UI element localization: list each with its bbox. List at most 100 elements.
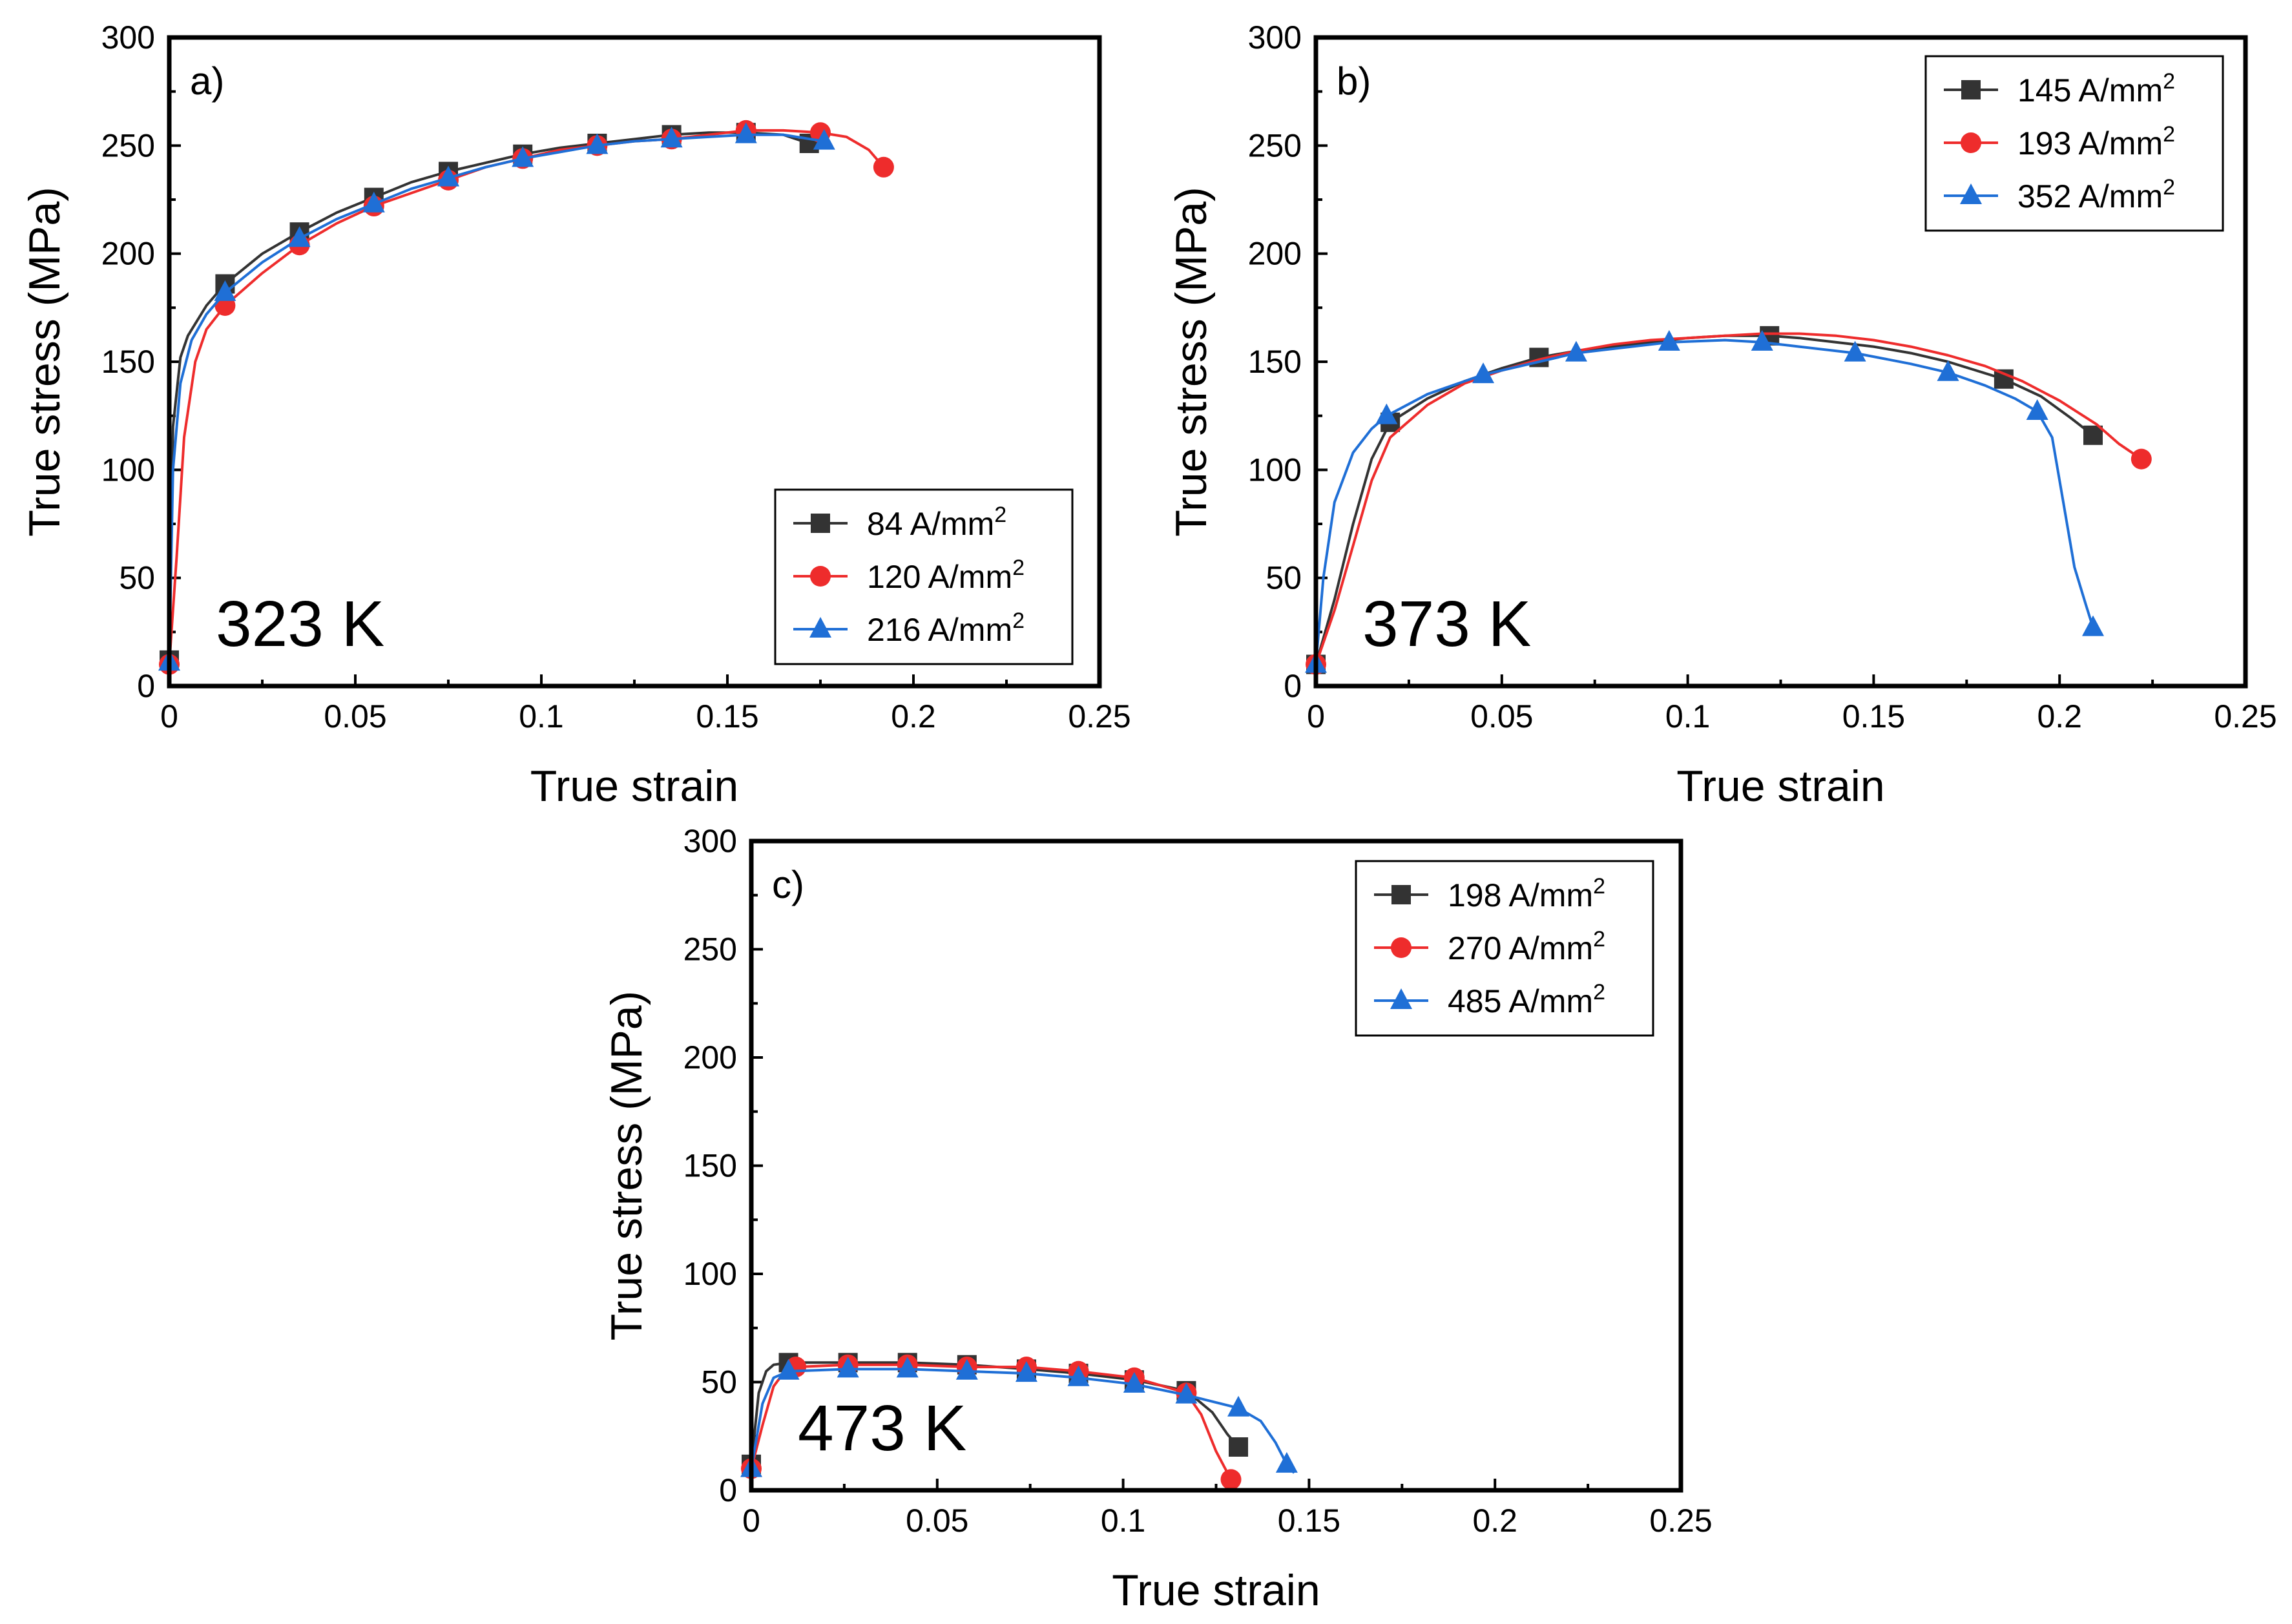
data-point <box>896 1357 919 1378</box>
data-point <box>1937 360 1959 381</box>
y-tick-label: 250 <box>1248 127 1302 163</box>
x-tick-label: 0.2 <box>891 698 936 734</box>
data-point <box>1658 329 1680 351</box>
data-point <box>873 156 894 178</box>
data-point <box>1220 1469 1242 1490</box>
legend-label: 352 A/mm2 <box>2017 175 2175 214</box>
x-tick-label: 0.15 <box>696 698 758 734</box>
y-tick-label: 200 <box>101 236 155 272</box>
legend-label: 84 A/mm2 <box>867 503 1006 542</box>
x-tick-label: 0.1 <box>1101 1503 1146 1539</box>
data-point <box>1175 1382 1198 1404</box>
x-axis-label: True strain <box>1676 762 1884 811</box>
temperature-label: 473 K <box>798 1392 966 1464</box>
data-point <box>2131 448 2152 470</box>
x-tick-label: 0.05 <box>906 1503 968 1539</box>
legend-marker <box>811 514 830 533</box>
data-point <box>586 133 609 154</box>
legend-marker <box>1391 937 1412 958</box>
series-2 <box>740 1357 1298 1477</box>
y-axis-label: True stress (MPa) <box>602 991 651 1341</box>
y-tick-label: 50 <box>1266 560 1302 596</box>
legend-label-text: 352 A/mm <box>2017 178 2163 214</box>
x-tick-label: 0.2 <box>2037 698 2082 734</box>
x-tick-label: 0.25 <box>2214 698 2276 734</box>
data-point <box>437 165 459 187</box>
x-tick-label: 0.25 <box>1649 1503 1712 1539</box>
legend-marker <box>810 566 831 587</box>
legend-label-text: 270 A/mm <box>1448 930 1593 966</box>
legend-label-superscript: 2 <box>1012 556 1025 580</box>
legend-label: 198 A/mm2 <box>1448 874 1605 913</box>
plot-frame <box>1313 35 2248 689</box>
data-point <box>1123 1371 1145 1393</box>
data-point <box>1227 1395 1250 1417</box>
plot-frame <box>167 35 1102 689</box>
panel-label: b) <box>1337 59 1371 103</box>
legend-label-superscript: 2 <box>994 503 1006 527</box>
panel-label: a) <box>190 59 224 103</box>
x-tick-label: 0 <box>742 1503 760 1539</box>
legend-label: 145 A/mm2 <box>2017 69 2175 109</box>
data-point <box>2026 399 2048 420</box>
y-tick-label: 100 <box>101 452 155 488</box>
data-point <box>1565 340 1587 362</box>
data-point <box>955 1359 978 1380</box>
data-point <box>1275 1452 1298 1473</box>
temperature-label: 323 K <box>216 588 384 660</box>
legend-label-superscript: 2 <box>1593 927 1605 952</box>
legend-label-superscript: 2 <box>2163 175 2175 200</box>
legend-label-superscript: 2 <box>2163 122 2175 147</box>
series-line <box>168 133 825 663</box>
temperature-label: 373 K <box>1362 588 1531 660</box>
series-line <box>1315 332 2142 665</box>
panel-c-473k: 0 0.05 0.1 0.15 0.2 0.25 0 50 100 150 200 250 300 Tru… <box>602 823 1713 1615</box>
legend-label-superscript: 2 <box>2163 69 2175 94</box>
data-point <box>1015 1361 1037 1382</box>
y-tick-label: 0 <box>719 1472 737 1508</box>
y-tick-label: 50 <box>701 1364 737 1400</box>
series-2 <box>158 122 835 671</box>
y-tick-label: 150 <box>1248 344 1302 380</box>
data-point <box>512 146 534 167</box>
x-tick-label: 0.05 <box>1470 698 1533 734</box>
panel-a-323k: 0 0.05 0.1 0.15 0.2 0.25 0 50 100 150 200 250 300 Tru… <box>20 19 1131 811</box>
legend-label-text: 120 A/mm <box>867 559 1012 595</box>
legend-label-text: 193 A/mm <box>2017 125 2163 161</box>
y-tick-label: 200 <box>1248 236 1302 272</box>
legend-label: 193 A/mm2 <box>2017 122 2175 161</box>
legend-label-superscript: 2 <box>1593 980 1605 1005</box>
legend-label-text: 84 A/mm <box>867 506 994 542</box>
panel-label: c) <box>772 863 804 906</box>
data-point <box>1229 1437 1249 1457</box>
series-line <box>1315 338 2094 665</box>
data-point <box>362 191 385 213</box>
y-tick-label: 100 <box>1248 452 1302 488</box>
data-point <box>1375 403 1398 424</box>
legend-label: 270 A/mm2 <box>1448 927 1605 966</box>
legend-marker <box>809 617 831 638</box>
y-tick-label: 50 <box>119 560 155 596</box>
plot-frame <box>749 838 1683 1493</box>
legend-label-text: 485 A/mm <box>1448 983 1593 1019</box>
legend-label-text: 145 A/mm <box>2017 72 2163 109</box>
y-tick-label: 300 <box>1248 19 1302 56</box>
y-tick-label: 250 <box>101 127 155 163</box>
series-2 <box>1305 329 2105 673</box>
y-tick-label: 300 <box>683 823 737 859</box>
data-point <box>660 127 683 148</box>
x-tick-label: 0.05 <box>324 698 386 734</box>
y-tick-label: 250 <box>683 932 737 968</box>
x-tick-label: 0.25 <box>1068 698 1130 734</box>
data-point <box>777 1359 800 1380</box>
x-tick-label: 0.15 <box>1278 1503 1340 1539</box>
y-tick-label: 150 <box>101 344 155 380</box>
data-point <box>1067 1365 1090 1386</box>
y-axis-label: True stress (MPa) <box>20 187 69 537</box>
y-tick-label: 0 <box>1284 668 1302 704</box>
x-tick-label: 0.15 <box>1842 698 1905 734</box>
panel-b-373k: 0 0.05 0.1 0.15 0.2 0.25 0 50 100 150 200 250 300 Tru… <box>1167 19 2277 811</box>
